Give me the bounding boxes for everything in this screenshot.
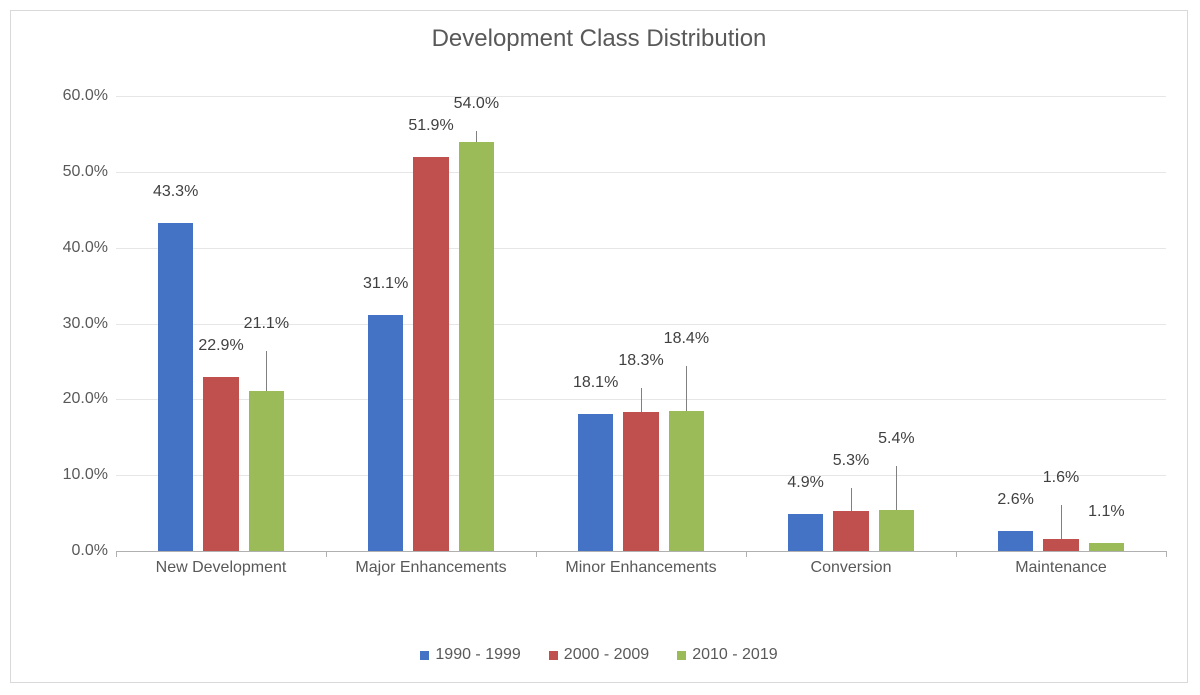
x-tick-label: Minor Enhancements — [565, 551, 716, 577]
plot-area: 0.0%10.0%20.0%30.0%40.0%50.0%60.0%New De… — [116, 96, 1166, 551]
bar-value-label: 54.0% — [454, 95, 499, 113]
bar — [578, 414, 613, 551]
bar — [203, 377, 238, 551]
bar-value-label: 18.4% — [664, 330, 709, 348]
grid-line — [116, 248, 1166, 249]
bar — [158, 223, 193, 551]
bar-value-label: 18.1% — [573, 374, 618, 392]
bar-value-label: 31.1% — [363, 275, 408, 293]
bar — [1043, 539, 1078, 551]
legend: 1990 - 1999 2000 - 2009 2010 - 2019 — [11, 646, 1187, 664]
bar — [669, 411, 704, 551]
bar-value-label: 22.9% — [198, 337, 243, 355]
leader-line — [686, 366, 687, 412]
grid-line — [116, 96, 1166, 97]
leader-line — [266, 351, 267, 391]
bar-value-label: 5.4% — [878, 430, 914, 448]
y-tick-label: 10.0% — [63, 466, 116, 484]
x-tick-label: New Development — [156, 551, 287, 577]
bar — [879, 510, 914, 551]
x-tick-label: Maintenance — [1015, 551, 1107, 577]
bar — [1089, 543, 1124, 551]
bar — [459, 142, 494, 552]
y-tick-label: 60.0% — [63, 87, 116, 105]
grid-line — [116, 172, 1166, 173]
bar-value-label: 1.1% — [1088, 503, 1124, 521]
x-tick — [746, 551, 747, 557]
leader-line — [641, 388, 642, 412]
y-tick-label: 30.0% — [63, 315, 116, 333]
legend-swatch — [677, 651, 686, 660]
leader-line — [851, 488, 852, 511]
x-tick — [956, 551, 957, 557]
y-tick-label: 0.0% — [72, 542, 116, 560]
leader-line — [896, 466, 897, 510]
x-tick — [326, 551, 327, 557]
chart-frame: Development Class Distribution 0.0%10.0%… — [10, 10, 1188, 683]
bar-value-label: 4.9% — [787, 474, 823, 492]
bar — [413, 157, 448, 551]
bar — [833, 511, 868, 551]
x-tick-label: Conversion — [811, 551, 892, 577]
legend-item: 2010 - 2019 — [677, 646, 777, 664]
bar-value-label: 2.6% — [997, 491, 1033, 509]
leader-line — [1061, 505, 1062, 539]
x-tick — [1166, 551, 1167, 557]
bar-value-label: 51.9% — [408, 117, 453, 135]
chart-title: Development Class Distribution — [11, 25, 1187, 53]
legend-item: 1990 - 1999 — [420, 646, 520, 664]
y-tick-label: 40.0% — [63, 239, 116, 257]
bar — [249, 391, 284, 551]
legend-label: 2000 - 2009 — [564, 646, 649, 664]
legend-item: 2000 - 2009 — [549, 646, 649, 664]
bar — [368, 315, 403, 551]
bar — [998, 531, 1033, 551]
bar-value-label: 18.3% — [618, 352, 663, 370]
bar-value-label: 1.6% — [1043, 469, 1079, 487]
y-tick-label: 20.0% — [63, 390, 116, 408]
x-tick-label: Major Enhancements — [355, 551, 506, 577]
legend-label: 2010 - 2019 — [692, 646, 777, 664]
bar-value-label: 5.3% — [833, 452, 869, 470]
legend-label: 1990 - 1999 — [435, 646, 520, 664]
x-tick — [116, 551, 117, 557]
y-tick-label: 50.0% — [63, 163, 116, 181]
x-tick — [536, 551, 537, 557]
bar-value-label: 21.1% — [244, 315, 289, 333]
bar-value-label: 43.3% — [153, 183, 198, 201]
bar — [623, 412, 658, 551]
legend-swatch — [420, 651, 429, 660]
bar — [788, 514, 823, 551]
leader-line — [476, 131, 477, 141]
legend-swatch — [549, 651, 558, 660]
